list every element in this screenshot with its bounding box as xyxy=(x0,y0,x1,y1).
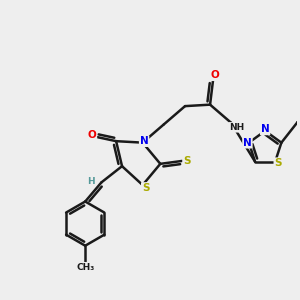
Text: O: O xyxy=(210,70,219,80)
Text: S: S xyxy=(183,156,190,166)
Text: O: O xyxy=(88,130,96,140)
Text: S: S xyxy=(142,183,149,193)
Text: N: N xyxy=(140,136,148,146)
Text: N: N xyxy=(243,138,252,148)
Text: N: N xyxy=(261,124,269,134)
Text: NH: NH xyxy=(229,123,244,132)
Text: CH₃: CH₃ xyxy=(76,263,94,272)
Text: H: H xyxy=(87,177,95,186)
Text: S: S xyxy=(274,158,282,168)
